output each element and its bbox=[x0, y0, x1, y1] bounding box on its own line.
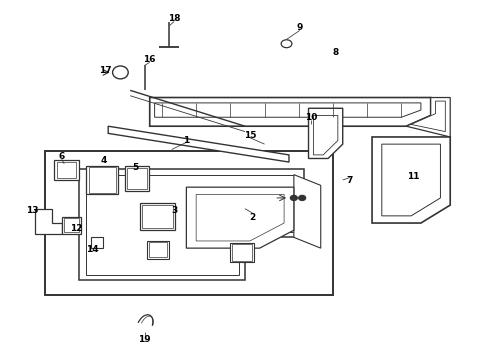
Polygon shape bbox=[35, 209, 62, 234]
Bar bbox=[127, 168, 147, 189]
Text: 5: 5 bbox=[132, 163, 138, 172]
Polygon shape bbox=[382, 144, 441, 216]
Bar bbox=[149, 242, 167, 257]
Bar bbox=[86, 166, 118, 194]
Bar bbox=[64, 218, 79, 232]
Text: 3: 3 bbox=[171, 206, 177, 215]
Text: 14: 14 bbox=[86, 246, 98, 255]
Bar bbox=[54, 160, 79, 180]
Polygon shape bbox=[372, 137, 450, 223]
Text: 10: 10 bbox=[305, 113, 317, 122]
Polygon shape bbox=[79, 169, 304, 280]
Text: 19: 19 bbox=[139, 335, 151, 344]
Text: 7: 7 bbox=[347, 176, 353, 185]
Text: 9: 9 bbox=[296, 23, 303, 32]
Polygon shape bbox=[196, 194, 284, 241]
Polygon shape bbox=[150, 98, 431, 126]
Polygon shape bbox=[155, 103, 421, 117]
Circle shape bbox=[291, 195, 297, 201]
Polygon shape bbox=[309, 108, 343, 158]
Text: 4: 4 bbox=[100, 156, 106, 165]
Text: 11: 11 bbox=[407, 172, 420, 181]
Polygon shape bbox=[294, 175, 321, 248]
Bar bbox=[89, 167, 116, 193]
Text: 1: 1 bbox=[183, 136, 190, 145]
Bar bbox=[232, 244, 252, 261]
Polygon shape bbox=[314, 116, 338, 155]
Text: 16: 16 bbox=[144, 55, 156, 64]
Text: 2: 2 bbox=[249, 213, 255, 222]
Circle shape bbox=[281, 40, 292, 48]
Bar bbox=[57, 162, 76, 178]
Text: 15: 15 bbox=[244, 131, 256, 140]
Bar bbox=[230, 243, 254, 262]
Polygon shape bbox=[108, 126, 289, 162]
Bar bbox=[147, 241, 169, 259]
Bar bbox=[125, 166, 149, 191]
Polygon shape bbox=[86, 175, 294, 275]
Text: 6: 6 bbox=[59, 152, 65, 161]
Polygon shape bbox=[406, 98, 450, 137]
Bar bbox=[62, 217, 81, 234]
Text: 12: 12 bbox=[70, 224, 83, 233]
Text: 8: 8 bbox=[332, 48, 339, 57]
Text: 13: 13 bbox=[26, 206, 39, 215]
Bar bbox=[140, 203, 175, 230]
Circle shape bbox=[299, 195, 306, 201]
Bar bbox=[143, 205, 172, 228]
Polygon shape bbox=[411, 101, 445, 132]
Text: 17: 17 bbox=[99, 66, 112, 75]
Polygon shape bbox=[45, 151, 333, 295]
Polygon shape bbox=[186, 187, 294, 248]
Text: 18: 18 bbox=[168, 14, 180, 23]
Bar bbox=[91, 237, 103, 248]
Ellipse shape bbox=[113, 66, 128, 79]
